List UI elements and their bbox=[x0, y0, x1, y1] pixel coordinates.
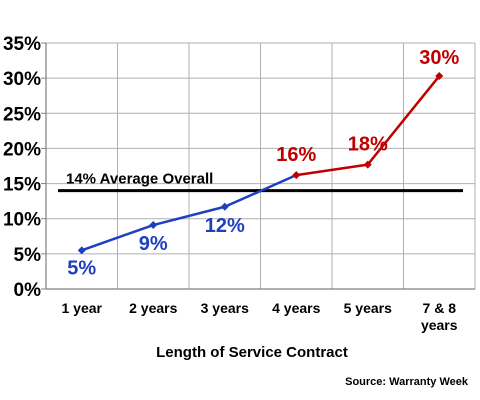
y-tick-label: 25% bbox=[3, 104, 41, 125]
x-axis-title: Length of Service Contract bbox=[156, 344, 348, 361]
series-segment bbox=[366, 74, 441, 166]
data-label: 9% bbox=[139, 233, 168, 255]
y-tick-label: 20% bbox=[3, 139, 41, 160]
y-tick-label: 35% bbox=[3, 34, 41, 55]
data-point bbox=[149, 221, 158, 230]
x-tick-label: 5 years bbox=[344, 300, 392, 316]
data-point bbox=[435, 72, 444, 81]
series-segment bbox=[152, 205, 226, 227]
data-point bbox=[77, 246, 86, 255]
y-tick-label: 30% bbox=[3, 69, 41, 90]
y-tick-label: 0% bbox=[14, 280, 42, 301]
average-reference-label: 14% Average Overall bbox=[66, 171, 213, 188]
y-tick-label: 15% bbox=[3, 175, 41, 196]
data-point bbox=[292, 171, 301, 180]
series-segment bbox=[295, 163, 369, 177]
data-label: 12% bbox=[205, 215, 245, 237]
x-tick-label: 7 & 8 years bbox=[421, 300, 458, 333]
source-note: Source: Warranty Week bbox=[345, 376, 469, 388]
x-tick-label: 1 year bbox=[62, 300, 103, 316]
data-point bbox=[363, 160, 372, 169]
series-segment bbox=[223, 173, 298, 209]
y-tick-label: 10% bbox=[3, 210, 41, 231]
x-tick-label: 4 years bbox=[272, 300, 320, 316]
data-label: 16% bbox=[276, 144, 316, 166]
y-tick-label: 5% bbox=[14, 245, 42, 266]
series-line bbox=[80, 74, 441, 252]
x-tick-label: 2 years bbox=[129, 300, 177, 316]
data-label: 18% bbox=[348, 134, 388, 156]
series-markers bbox=[77, 72, 444, 255]
y-axis: 0% 5% 10% 15% 20% 25% 30% 35% bbox=[3, 34, 47, 301]
data-label: 5% bbox=[67, 257, 96, 279]
x-tick-label: 3 years bbox=[201, 300, 249, 316]
series-segment bbox=[80, 223, 155, 252]
data-point bbox=[220, 202, 229, 211]
data-label: 30% bbox=[419, 47, 459, 69]
data-labels: 5% 9% 12% 16% 18% 30% bbox=[67, 47, 459, 279]
